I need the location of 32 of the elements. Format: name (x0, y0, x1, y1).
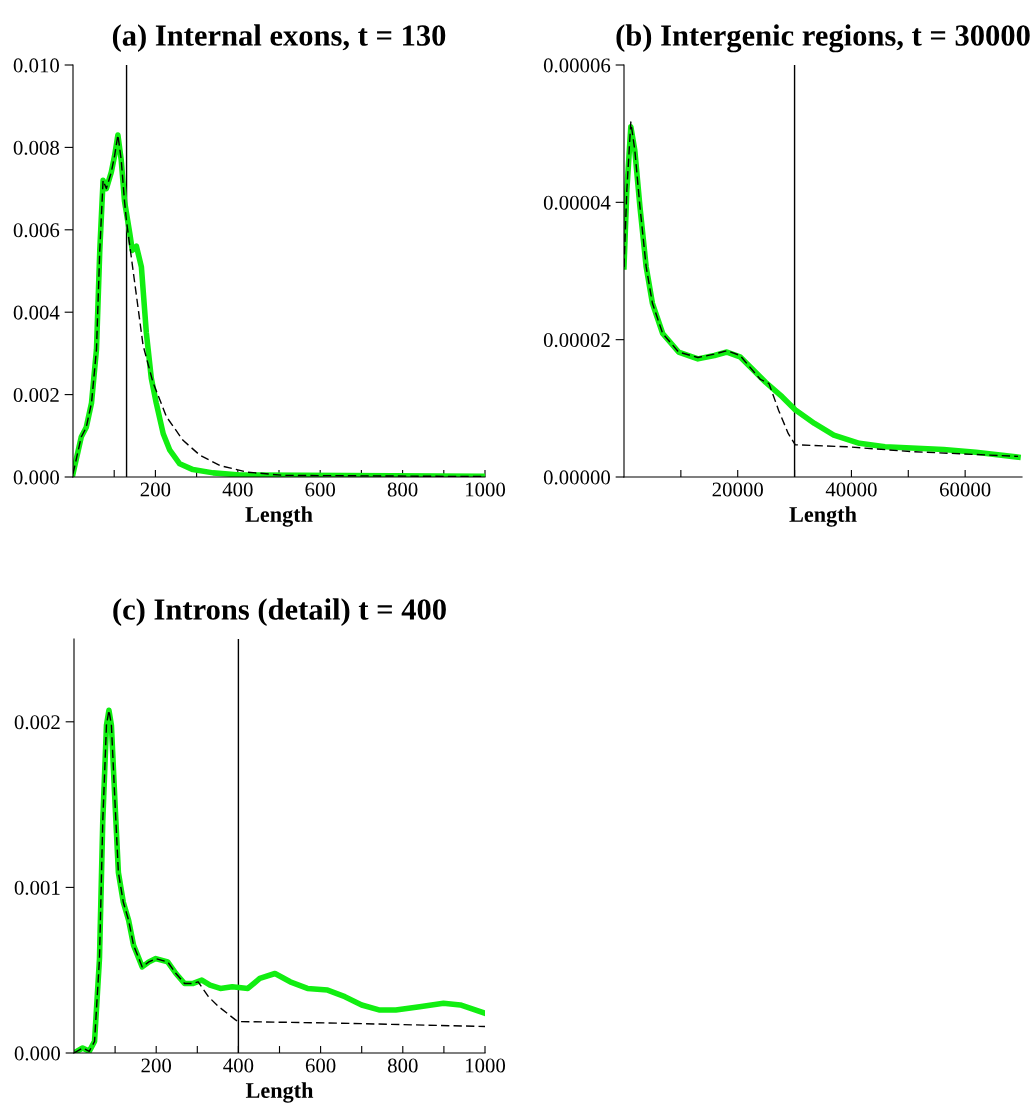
x-tick-label: 60000 (940, 482, 991, 497)
y-tick-label: 0.002 (14, 715, 60, 730)
y-tick-label: 0.010 (13, 58, 60, 73)
x-tick-label: 40000 (825, 482, 877, 497)
x-tick-label: 1000 (466, 482, 506, 497)
chart-title: (c) Introns (detail) t = 400 (113, 598, 446, 627)
y-tick-label: 0.004 (13, 305, 60, 320)
y-tick-label: 0.00006 (543, 58, 611, 73)
y-tick-label: 0.001 (14, 880, 60, 895)
x-axis-title: Length (789, 506, 857, 527)
x-tick-label: 200 (141, 1058, 172, 1073)
y-tick-label: 0.00004 (543, 195, 611, 210)
y-tick-label: 0.002 (13, 387, 59, 403)
y-tick-label: 0.00002 (543, 333, 610, 348)
x-tick-label: 600 (305, 482, 336, 497)
y-tick-label: 0.006 (13, 223, 60, 238)
x-tick-label: 200 (140, 482, 171, 497)
x-tick-label: 800 (387, 482, 418, 497)
x-tick-label: 20000 (712, 482, 763, 497)
x-tick-label: 400 (223, 1058, 254, 1073)
x-tick-label: 1000 (466, 1058, 506, 1073)
x-tick-label: 400 (222, 482, 253, 497)
chart-title: (a) Internal exons, t = 130 (112, 24, 446, 53)
x-axis-title: Length (245, 506, 313, 527)
y-tick-label: 0.00000 (543, 470, 611, 485)
chart-title: (b) Intergenic regions, t = 30000 (616, 24, 1030, 53)
x-tick-label: 600 (305, 1058, 336, 1073)
y-tick-label: 0.008 (13, 140, 60, 155)
y-tick-label: 0.000 (13, 470, 60, 485)
y-tick-label: 0.000 (14, 1046, 61, 1061)
x-axis-title: Length (245, 1082, 314, 1103)
x-tick-label: 800 (387, 1058, 418, 1073)
